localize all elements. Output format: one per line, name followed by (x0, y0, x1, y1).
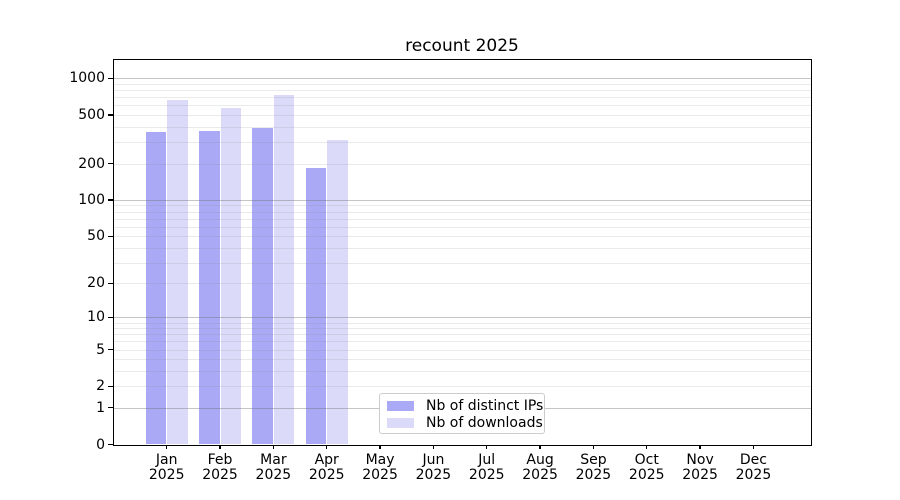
x-tick-label-line: Feb (207, 451, 233, 468)
x-tick-label: Apr 2025 (296, 451, 358, 484)
y-tick-label: 500 (78, 107, 105, 124)
y-tick-label: 20 (87, 275, 105, 292)
y-tick-label: 200 (78, 155, 105, 172)
x-tick-label-line: Mar (260, 451, 287, 468)
x-tick-label: Oct 2025 (616, 451, 678, 484)
x-tick-label-line: Dec (739, 451, 767, 468)
legend-label-distinct-ips: Nb of distinct IPs (426, 397, 544, 414)
x-tick-label-line: 2025 (415, 467, 452, 483)
x-tick-label: May 2025 (349, 451, 411, 484)
x-tick-label-line: Aug (526, 451, 554, 468)
x-tick-label: Aug 2025 (509, 451, 571, 484)
x-tick-label: Jan 2025 (136, 451, 198, 484)
y-tick-label: 1000 (69, 70, 105, 87)
x-tick-label-line: 2025 (468, 467, 505, 483)
chart-title: recount 2025 (405, 36, 519, 56)
x-tick-label-line: 2025 (682, 467, 718, 483)
legend-swatch-distinct-ips-icon (387, 400, 414, 411)
x-tick-label-line: 2025 (628, 467, 665, 483)
y-tick-label: 0 (96, 436, 105, 453)
x-tick-label: Mar 2025 (242, 451, 304, 484)
x-tick-label-line: 2025 (202, 467, 238, 483)
x-tick-label-line: Jan (155, 451, 178, 468)
x-tick-label: Dec 2025 (722, 451, 784, 484)
x-tick-label: Feb 2025 (189, 451, 251, 484)
x-tick-label-line: Apr (314, 451, 339, 468)
x-tick-label-line: Nov (686, 451, 714, 468)
x-tick-label-line: 2025 (575, 467, 612, 483)
x-tick-label-line: 2025 (362, 467, 398, 483)
x-tick-label-line: Sep (580, 451, 607, 468)
legend-label-downloads: Nb of downloads (426, 414, 543, 431)
x-tick-label-line: 2025 (735, 467, 772, 483)
legend-item-downloads: Nb of downloads (380, 414, 544, 431)
y-tick-label: 50 (87, 228, 105, 245)
legend-item-distinct-ips: Nb of distinct IPs (380, 397, 544, 414)
x-tick-label: Jul 2025 (456, 451, 518, 484)
y-tick-label: 1 (96, 399, 105, 416)
x-tick-label-line: Jun (422, 451, 445, 468)
x-tick-label-line: Jul (478, 451, 496, 468)
legend: Nb of distinct IPs Nb of downloads (379, 392, 545, 434)
y-tick-label: 5 (96, 341, 105, 358)
x-tick-label-line: Oct (634, 451, 659, 468)
x-tick-label: Jun 2025 (402, 451, 464, 484)
x-tick-label: Nov 2025 (669, 451, 731, 484)
y-tick-label: 10 (87, 309, 105, 326)
x-tick-label: Sep 2025 (562, 451, 624, 484)
y-tick-label: 2 (96, 378, 105, 395)
x-tick-label-line: May (365, 451, 395, 468)
plot-border (112, 59, 813, 446)
x-tick-label-line: 2025 (522, 467, 558, 483)
legend-swatch-downloads-icon (387, 417, 414, 428)
y-tick-label: 100 (78, 191, 105, 208)
x-tick-label-line: 2025 (255, 467, 292, 483)
x-tick-label-line: 2025 (148, 467, 185, 483)
x-tick-label-line: 2025 (308, 467, 345, 483)
